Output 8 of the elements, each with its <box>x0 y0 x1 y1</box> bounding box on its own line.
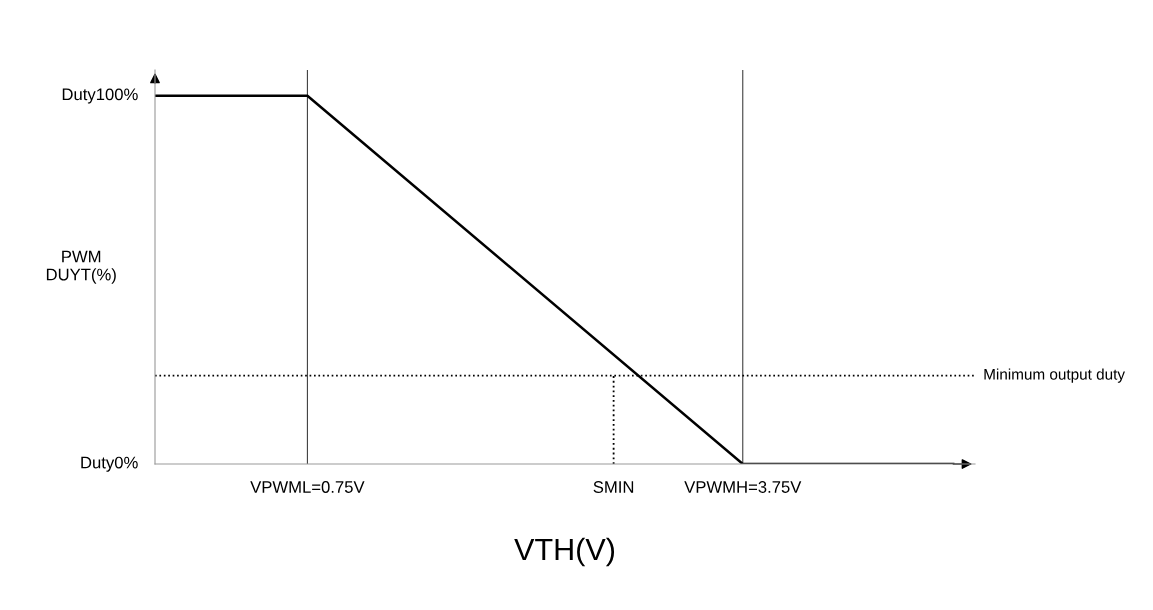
x-axis-title: VTH(V) <box>514 537 615 567</box>
y-axis-title: PWM DUYT(%) <box>46 250 116 284</box>
text: Duty0% <box>81 456 138 472</box>
text: Duty100% <box>62 88 138 104</box>
ref-line-label: Minimum output duty <box>984 368 1125 383</box>
x-tick-label: SMIN <box>593 481 634 493</box>
x-tick-label: VPWML=0.75V <box>250 481 365 493</box>
x-tick-label: VPWMH=3.75V <box>684 481 802 493</box>
